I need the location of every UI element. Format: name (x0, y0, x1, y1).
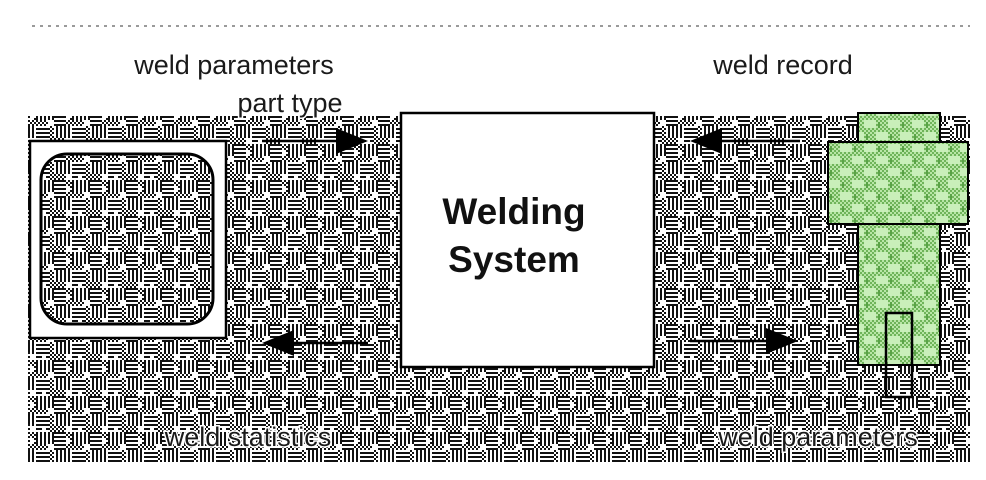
label-part-type: part type (237, 88, 342, 118)
rounded-square-panel-icon (28, 139, 228, 340)
label-weld-parameters-top: weld parameters (133, 50, 334, 80)
label-weld-parameters-bottom: weld parameters (717, 422, 918, 452)
arrow-out-system-right (690, 328, 798, 354)
system-title-line2: System (448, 239, 580, 280)
arrow-to-system (262, 128, 368, 154)
arrow-from-system-to-left (262, 330, 368, 356)
welding-gun-icon (827, 112, 969, 399)
arrow-into-system-right (690, 128, 800, 154)
welding-system-box: Welding System (399, 111, 656, 369)
label-weld-record: weld record (712, 50, 853, 80)
label-weld-statistics: weld statistics (164, 422, 332, 452)
system-title-line1: Welding (442, 191, 585, 232)
